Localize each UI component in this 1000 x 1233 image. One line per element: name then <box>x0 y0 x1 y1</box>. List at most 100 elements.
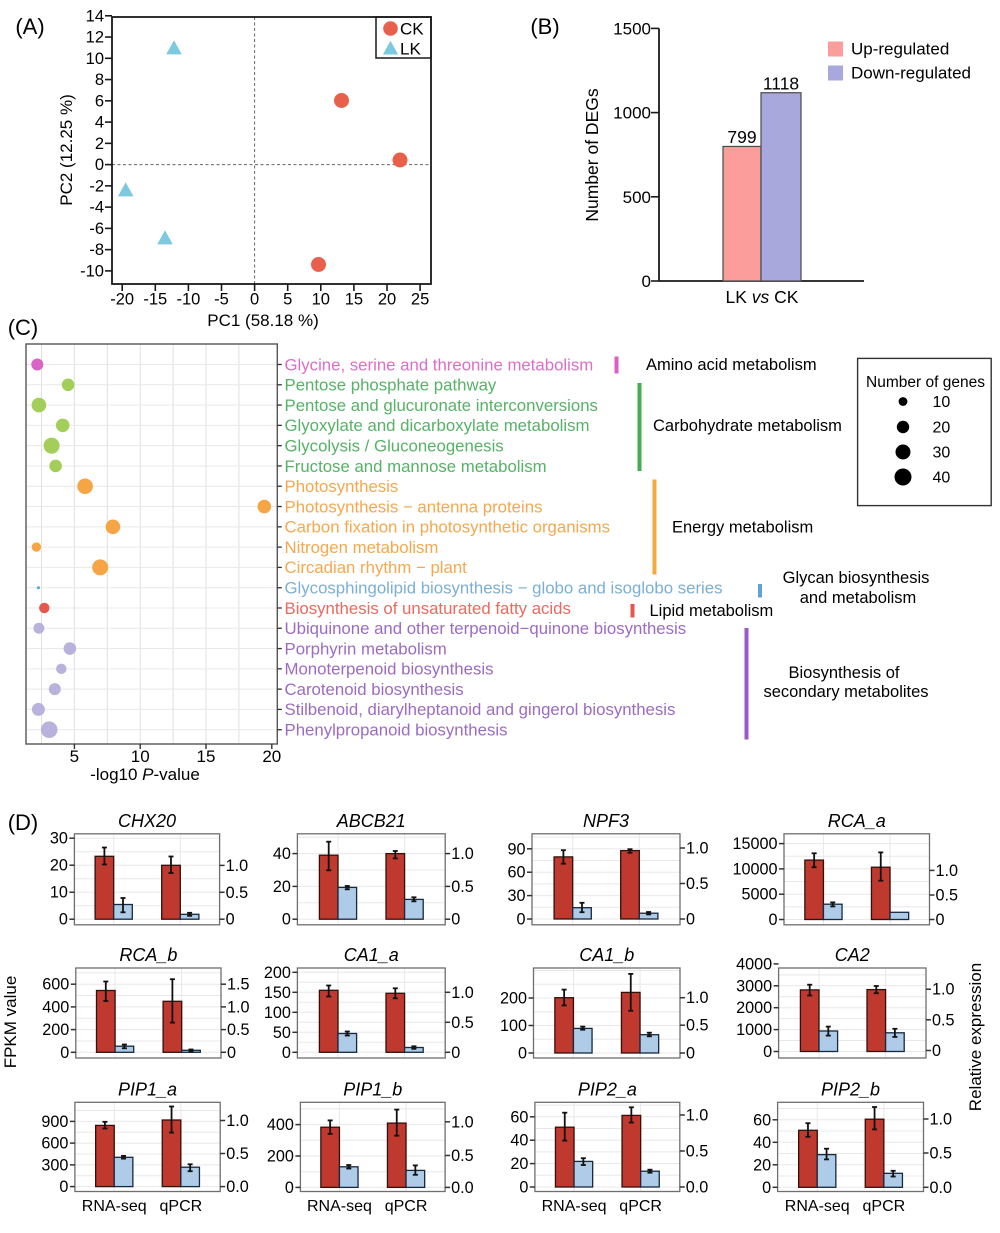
svg-text:qPCR: qPCR <box>385 1198 428 1215</box>
svg-text:-8: -8 <box>89 241 104 259</box>
svg-text:Relative expression: Relative expression <box>966 963 985 1111</box>
svg-text:1000: 1000 <box>613 104 651 123</box>
svg-text:10: 10 <box>933 394 951 411</box>
svg-text:-10: -10 <box>176 291 200 309</box>
svg-text:0.0: 0.0 <box>930 1179 953 1197</box>
svg-text:0.0: 0.0 <box>451 1179 474 1197</box>
svg-text:Pentose and glucuronate interc: Pentose and glucuronate interconversions <box>285 396 598 415</box>
svg-text:0: 0 <box>59 1178 68 1196</box>
svg-text:10: 10 <box>86 50 104 68</box>
svg-text:(A): (A) <box>15 14 44 39</box>
svg-text:(C): (C) <box>8 315 39 340</box>
svg-text:1.0: 1.0 <box>226 857 249 875</box>
svg-text:Down-regulated: Down-regulated <box>851 64 971 83</box>
svg-text:1.0: 1.0 <box>686 840 709 858</box>
svg-text:1118: 1118 <box>763 73 799 93</box>
svg-text:12: 12 <box>86 29 104 47</box>
svg-text:-10: -10 <box>80 262 104 280</box>
svg-text:1500: 1500 <box>613 19 651 38</box>
svg-text:Pentose phosphate pathway: Pentose phosphate pathway <box>285 376 497 395</box>
svg-text:0: 0 <box>451 1044 460 1062</box>
svg-text:300: 300 <box>41 1156 68 1174</box>
svg-text:RNA-seq: RNA-seq <box>785 1198 850 1215</box>
svg-text:PIP1_b: PIP1_b <box>343 1080 402 1100</box>
svg-text:1.0: 1.0 <box>451 845 474 863</box>
svg-text:RNA-seq: RNA-seq <box>82 1198 147 1215</box>
svg-text:RCA_a: RCA_a <box>828 811 886 831</box>
svg-text:0: 0 <box>282 1044 291 1062</box>
svg-text:60: 60 <box>507 864 525 882</box>
svg-text:0: 0 <box>250 291 259 309</box>
svg-text:Glycine, serine and threonine: Glycine, serine and threonine metabolism <box>285 355 594 374</box>
svg-text:0.5: 0.5 <box>226 1145 249 1163</box>
svg-text:Glycosphingolipid biosynthesis: Glycosphingolipid biosynthesis − globo a… <box>285 578 723 597</box>
svg-text:0.5: 0.5 <box>932 1011 955 1029</box>
svg-text:200: 200 <box>267 1148 294 1166</box>
svg-text:1.0: 1.0 <box>226 1112 249 1130</box>
svg-text:1.0: 1.0 <box>932 981 955 999</box>
svg-text:1.5: 1.5 <box>227 976 250 994</box>
svg-text:200: 200 <box>264 964 291 982</box>
svg-text:0.5: 0.5 <box>451 878 474 896</box>
svg-text:1.0: 1.0 <box>451 984 474 1002</box>
svg-text:qPCR: qPCR <box>160 1198 203 1215</box>
svg-text:2000: 2000 <box>736 999 772 1017</box>
svg-text:0: 0 <box>932 1042 941 1060</box>
svg-text:PIP2_b: PIP2_b <box>821 1080 880 1100</box>
svg-text:-2: -2 <box>89 177 104 195</box>
svg-text:Carbohydrate metabolism: Carbohydrate metabolism <box>653 417 842 435</box>
svg-text:-log10 P-value: -log10 P-value <box>90 765 200 784</box>
svg-text:10: 10 <box>312 291 330 309</box>
svg-text:NPF3: NPF3 <box>583 811 629 831</box>
svg-text:4: 4 <box>95 114 104 132</box>
svg-text:0: 0 <box>762 1179 771 1197</box>
svg-text:799: 799 <box>727 127 756 147</box>
svg-text:CHX20: CHX20 <box>118 811 176 831</box>
svg-text:LK vs CK: LK vs CK <box>726 287 799 307</box>
svg-text:20: 20 <box>378 291 396 309</box>
svg-text:200: 200 <box>42 1021 69 1039</box>
svg-text:100: 100 <box>500 1017 527 1035</box>
svg-text:CA1_a: CA1_a <box>344 945 399 965</box>
svg-text:5000: 5000 <box>741 886 777 904</box>
svg-text:0: 0 <box>686 911 695 929</box>
svg-text:10: 10 <box>131 747 150 766</box>
svg-text:200: 200 <box>500 990 527 1008</box>
svg-text:0.0: 0.0 <box>226 1178 249 1196</box>
svg-text:CA2: CA2 <box>835 945 870 965</box>
svg-text:15: 15 <box>345 291 363 309</box>
svg-text:0.5: 0.5 <box>686 1143 709 1161</box>
svg-text:Up-regulated: Up-regulated <box>851 40 949 59</box>
svg-text:6: 6 <box>95 92 104 110</box>
svg-text:0.5: 0.5 <box>686 875 709 893</box>
svg-text:Glycan biosynthesis: Glycan biosynthesis <box>783 569 930 587</box>
svg-text:0.5: 0.5 <box>936 887 959 905</box>
svg-text:4000: 4000 <box>736 955 772 973</box>
svg-text:Lipid metabolism: Lipid metabolism <box>650 602 774 620</box>
svg-text:PIP2_a: PIP2_a <box>578 1080 637 1100</box>
svg-text:RCA_b: RCA_b <box>119 945 177 965</box>
svg-text:50: 50 <box>273 1024 291 1042</box>
svg-text:PC2 (12.25 %): PC2 (12.25 %) <box>57 94 76 206</box>
svg-text:0: 0 <box>451 911 460 929</box>
svg-text:-5: -5 <box>214 291 229 309</box>
svg-text:Fructose and mannose metabolis: Fructose and mannose metabolism <box>285 457 547 476</box>
svg-text:1.0: 1.0 <box>930 1111 953 1129</box>
svg-text:0: 0 <box>227 1044 236 1062</box>
svg-text:qPCR: qPCR <box>863 1198 906 1215</box>
svg-text:Phenylpropanoid biosynthesis: Phenylpropanoid biosynthesis <box>285 721 508 740</box>
svg-text:150: 150 <box>264 984 291 1002</box>
svg-text:0: 0 <box>763 1043 772 1061</box>
svg-text:Stilbenoid, diarylheptanoid an: Stilbenoid, diarylheptanoid and gingerol… <box>285 700 676 719</box>
svg-text:15000: 15000 <box>732 835 777 853</box>
svg-text:Circadian rhythm − plant: Circadian rhythm − plant <box>285 558 468 577</box>
svg-text:10000: 10000 <box>732 860 777 878</box>
svg-text:Amino acid metabolism: Amino acid metabolism <box>646 356 817 374</box>
svg-text:Photosynthesis: Photosynthesis <box>285 477 399 496</box>
svg-text:600: 600 <box>41 1135 68 1153</box>
svg-text:1.0: 1.0 <box>686 989 709 1007</box>
svg-text:14: 14 <box>86 7 104 25</box>
svg-text:-15: -15 <box>143 291 167 309</box>
svg-text:20: 20 <box>933 420 951 437</box>
svg-text:(D): (D) <box>8 810 39 835</box>
